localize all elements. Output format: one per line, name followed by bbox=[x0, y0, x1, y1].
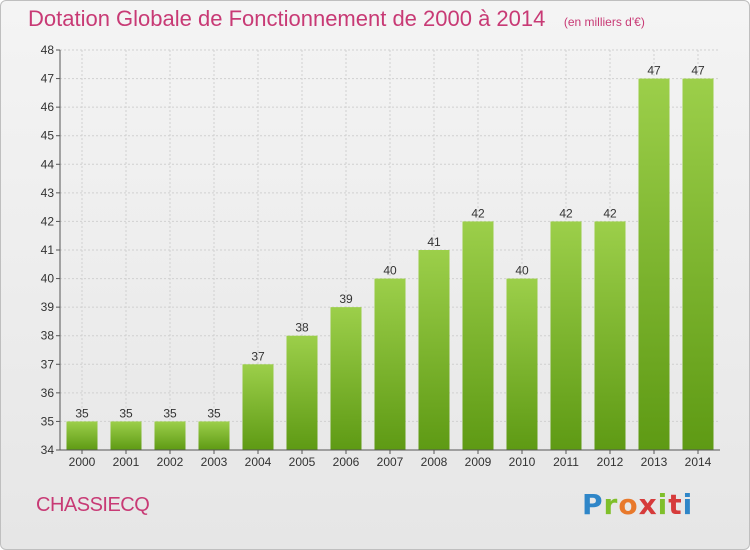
x-tick-label: 2000 bbox=[69, 455, 96, 469]
x-tick-label: 2011 bbox=[553, 455, 579, 469]
y-tick-label: 40 bbox=[41, 272, 55, 286]
bar bbox=[198, 421, 230, 450]
y-tick-label: 41 bbox=[41, 243, 55, 257]
title-row: Dotation Globale de Fonctionnement de 20… bbox=[28, 6, 645, 32]
x-tick-label: 2010 bbox=[509, 455, 536, 469]
data-label: 42 bbox=[603, 206, 617, 220]
bar bbox=[638, 78, 670, 451]
data-label: 42 bbox=[471, 206, 485, 220]
bar bbox=[550, 221, 582, 450]
data-label: 39 bbox=[339, 292, 353, 306]
data-label: 47 bbox=[691, 64, 705, 78]
bar bbox=[594, 221, 626, 450]
data-label: 42 bbox=[559, 206, 573, 220]
data-label: 37 bbox=[251, 349, 265, 363]
bar bbox=[330, 307, 362, 450]
y-tick-label: 43 bbox=[41, 186, 55, 200]
y-tick-label: 42 bbox=[41, 214, 55, 228]
chart-subtitle: (en milliers d'€) bbox=[563, 15, 645, 29]
bar bbox=[286, 335, 318, 450]
chart-title: Dotation Globale de Fonctionnement de 20… bbox=[28, 6, 546, 31]
y-tick-label: 47 bbox=[41, 72, 55, 86]
bar bbox=[242, 364, 274, 450]
y-tick-label: 35 bbox=[41, 414, 55, 428]
bar bbox=[110, 421, 142, 450]
data-label: 38 bbox=[295, 321, 309, 335]
data-label: 40 bbox=[383, 264, 397, 278]
data-label: 35 bbox=[75, 406, 89, 420]
x-tick-label: 2003 bbox=[201, 455, 228, 469]
y-tick-label: 46 bbox=[41, 100, 55, 114]
bar bbox=[66, 421, 98, 450]
y-tick-label: 48 bbox=[41, 43, 55, 57]
bar bbox=[462, 221, 494, 450]
data-label: 35 bbox=[119, 406, 133, 420]
axes: 34 35 36 37 38 39 40 41 42 43 44 45 46 47 48 2000 2001 20… bbox=[41, 43, 720, 469]
y-tick-label: 36 bbox=[41, 386, 55, 400]
bar bbox=[506, 278, 538, 450]
x-tick-label: 2005 bbox=[289, 455, 316, 469]
bar bbox=[418, 250, 450, 450]
data-label: 41 bbox=[427, 235, 441, 249]
x-tick-label: 2009 bbox=[465, 455, 492, 469]
data-label: 35 bbox=[207, 406, 221, 420]
x-tick-label: 2013 bbox=[641, 455, 668, 469]
x-tick-label: 2006 bbox=[333, 455, 360, 469]
y-tick-label: 38 bbox=[41, 329, 55, 343]
data-label: 47 bbox=[647, 64, 661, 78]
bar bbox=[154, 421, 186, 450]
bar bbox=[374, 278, 406, 450]
y-tick-label: 45 bbox=[41, 129, 55, 143]
bar bbox=[682, 78, 714, 451]
x-tick-label: 2001 bbox=[113, 455, 140, 469]
x-tick-label: 2014 bbox=[685, 455, 712, 469]
y-tick-label: 34 bbox=[41, 443, 55, 457]
bars: 35 35 35 35 37 38 39 40 41 42 40 42 42 47 47 bbox=[66, 64, 714, 451]
x-tick-label: 2008 bbox=[421, 455, 448, 469]
commune-name: CHASSIECQ bbox=[36, 494, 150, 516]
y-tick-label: 37 bbox=[41, 357, 55, 371]
x-tick-label: 2012 bbox=[597, 455, 624, 469]
data-label: 35 bbox=[163, 406, 177, 420]
x-tick-label: 2002 bbox=[157, 455, 184, 469]
data-label: 40 bbox=[515, 264, 529, 278]
y-tick-label: 44 bbox=[41, 157, 55, 171]
x-tick-label: 2004 bbox=[245, 455, 272, 469]
proxiti-logo: Proxiti bbox=[582, 488, 694, 521]
x-tick-label: 2007 bbox=[377, 455, 404, 469]
y-tick-label: 39 bbox=[41, 300, 55, 314]
